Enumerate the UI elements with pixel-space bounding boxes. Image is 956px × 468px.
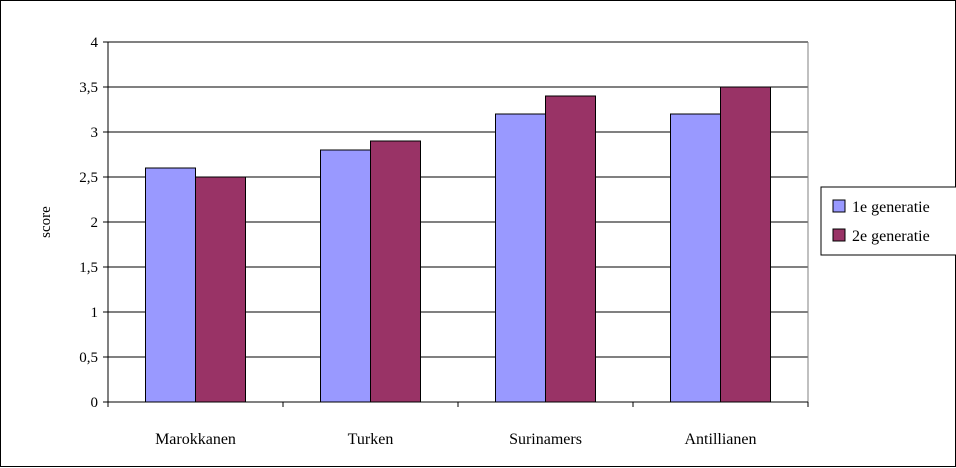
legend-swatch-1	[832, 199, 846, 213]
labels: 0 0,5 1 1,5 2 2,5 3 3,5 4 Marokkanen Turken Surinam…	[79, 35, 756, 448]
bar-2-turken	[370, 140, 421, 403]
y-tick-label: 0	[91, 395, 99, 411]
x-tick-label: Turken	[348, 431, 394, 448]
bar-1-turken	[320, 149, 371, 403]
y-tick-label: 2,5	[79, 170, 98, 186]
y-tick-label: 1,5	[79, 260, 98, 276]
x-tick-label: Surinamers	[509, 431, 582, 448]
legend-label-2: 2e generatie	[852, 228, 930, 245]
bar-1-surinamers	[495, 113, 546, 403]
y-tick-label: 4	[91, 35, 99, 51]
bar-2-antillianen	[720, 86, 771, 403]
y-tick-label: 1	[91, 305, 99, 321]
y-tick-label: 2	[91, 215, 99, 231]
y-tick-label: 3,5	[79, 80, 98, 96]
x-tick-label: Marokkanen	[155, 431, 236, 448]
y-axis-title: score	[38, 206, 54, 238]
legend-box	[820, 186, 956, 256]
legend-swatch-2	[832, 228, 846, 242]
y-tick-label: 3	[91, 125, 99, 141]
axes	[103, 41, 809, 407]
legend: 1e generatie 2e generatie	[820, 186, 956, 256]
bars	[145, 86, 771, 403]
bar-1-marokkanen	[145, 167, 196, 403]
bar-2-surinamers	[545, 95, 596, 403]
bar-2-marokkanen	[195, 176, 246, 403]
bar-1-antillianen	[670, 113, 721, 403]
x-tick-label: Antillianen	[685, 431, 757, 448]
y-tick-label: 0,5	[79, 350, 98, 366]
legend-label-1: 1e generatie	[852, 199, 930, 216]
